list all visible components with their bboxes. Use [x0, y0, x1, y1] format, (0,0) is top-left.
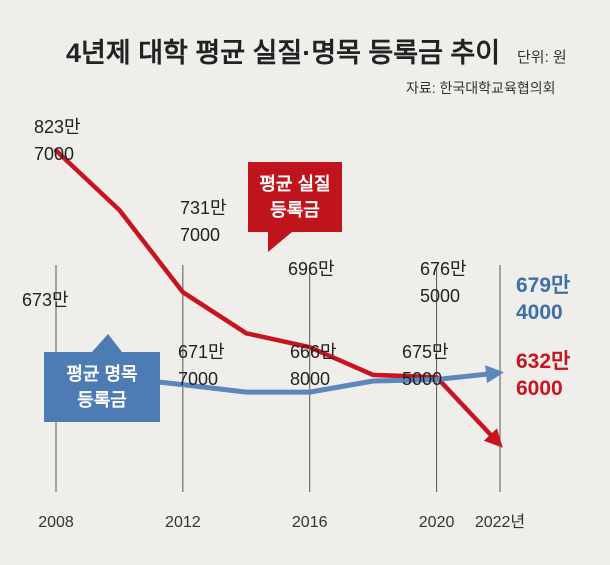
- series-line: [53, 148, 496, 440]
- data-label: 676만: [420, 259, 467, 279]
- data-label: 7000: [180, 225, 220, 245]
- data-label: 731만: [180, 198, 227, 218]
- x-tick-label: 2012: [165, 514, 201, 531]
- data-label: 6000: [516, 377, 563, 400]
- data-label: 666만: [290, 342, 337, 362]
- data-label: 673만: [22, 290, 69, 310]
- x-tick-label: 2016: [292, 514, 328, 531]
- data-label: 7000: [178, 369, 218, 389]
- series-callout: [248, 162, 342, 232]
- series-callout: [44, 352, 160, 422]
- chart-title: 4년제 대학 평균 실질·명목 등록금 추이: [66, 38, 500, 68]
- data-label: 823만: [34, 117, 81, 137]
- series-label: 평균 실질: [259, 174, 330, 194]
- data-label: 696만: [288, 259, 335, 279]
- data-label: 5000: [402, 369, 442, 389]
- series-arrowhead: [483, 428, 503, 448]
- chart-unit: 단위: 원: [517, 49, 567, 66]
- chart-source: 자료: 한국대학교육협의회: [406, 80, 555, 96]
- data-label: 4000: [516, 301, 563, 324]
- series-label: 평균 명목: [66, 364, 137, 384]
- data-label: 679만: [516, 274, 570, 297]
- callout-tail: [268, 232, 292, 252]
- data-label: 671만: [178, 342, 225, 362]
- callout-tail: [92, 334, 122, 352]
- data-label: 8000: [290, 369, 330, 389]
- data-label: 7000: [34, 144, 74, 164]
- x-tick-label: 2022년: [475, 513, 525, 531]
- data-label: 675만: [402, 342, 449, 362]
- data-label: 632만: [516, 350, 570, 373]
- series-label: 등록금: [77, 390, 127, 410]
- x-tick-label: 2008: [38, 514, 74, 531]
- series-label: 등록금: [270, 200, 320, 220]
- data-label: 5000: [420, 286, 460, 306]
- x-tick-label: 2020: [419, 514, 455, 531]
- series-arrowhead: [485, 365, 504, 384]
